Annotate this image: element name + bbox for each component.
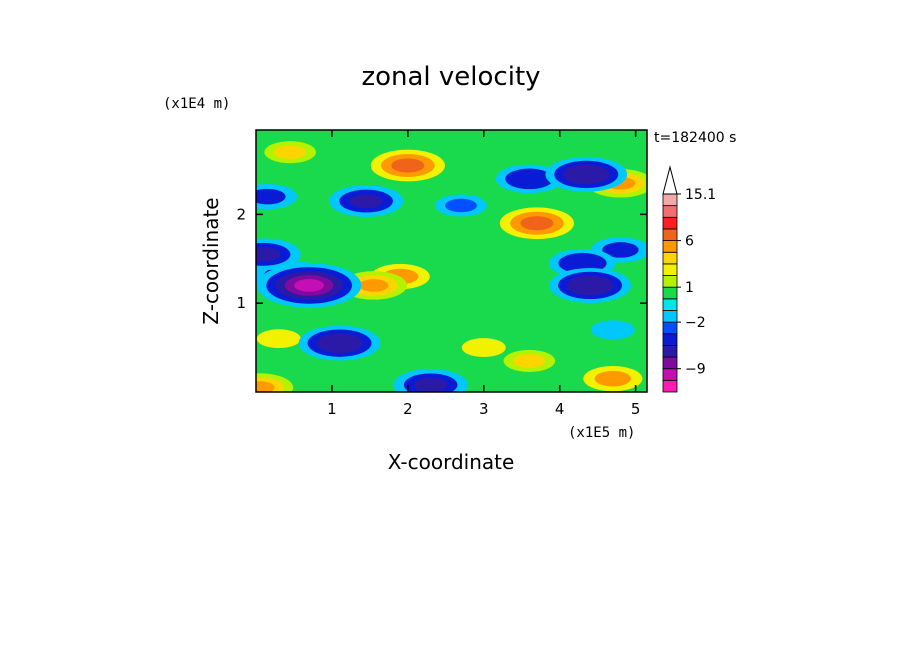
colorbar-segment <box>662 333 678 346</box>
colorbar-segment <box>662 310 678 323</box>
contour-band <box>325 337 354 350</box>
y-scale-label: (x1E4 m) <box>163 96 230 112</box>
colorbar-tick-label: 15.1 <box>685 187 716 203</box>
plot-frame <box>255 129 648 393</box>
contour-band <box>256 188 286 205</box>
contour-band <box>594 370 632 387</box>
colorbar-extend-arrow <box>662 165 678 195</box>
contour-feature <box>545 156 628 192</box>
contour-band <box>349 193 383 209</box>
contour-feature <box>393 369 468 392</box>
colorbar-segment <box>662 368 678 381</box>
y-tick-label: 1 <box>236 294 246 312</box>
colorbar-tick-label: 6 <box>685 234 694 250</box>
colorbar-segment <box>662 379 678 393</box>
contour-band <box>256 329 301 349</box>
colorbar-segment <box>662 263 678 276</box>
contour-band <box>590 320 635 340</box>
contour-feature <box>435 194 487 217</box>
contour-band <box>520 216 554 231</box>
contour-band <box>567 256 598 270</box>
contour-band <box>294 279 325 292</box>
contour-feature <box>499 207 575 240</box>
contour-band <box>414 377 448 392</box>
colorbar-segment <box>662 356 678 370</box>
contour-band <box>572 168 601 181</box>
contour-band <box>513 354 546 368</box>
x-tick-label: 4 <box>555 400 565 418</box>
colorbar-segment <box>662 298 678 311</box>
contour-field <box>256 141 647 392</box>
contour-band <box>358 279 389 292</box>
x-axis: 1 2 3 4 5 <box>327 130 640 418</box>
colorbar-segment <box>662 251 678 265</box>
time-label: t=182400 s <box>654 130 736 146</box>
contour-feature <box>256 329 301 349</box>
contour-feature <box>590 320 635 340</box>
contour-band <box>461 338 506 358</box>
y-tick-label: 2 <box>236 205 246 223</box>
contour-feature <box>256 263 362 308</box>
contour-feature <box>256 373 294 392</box>
contour-band <box>256 381 275 392</box>
colorbar-segment <box>662 286 678 300</box>
contour-feature <box>256 238 301 271</box>
contour-feature <box>549 267 631 303</box>
colorbar-tick-label: −9 <box>685 362 706 378</box>
contour-feature <box>264 141 316 164</box>
x-axis-label: X-coordinate <box>388 450 515 474</box>
contour-feature <box>583 366 643 392</box>
colorbar-segment <box>662 228 678 241</box>
contour-feature <box>328 185 404 217</box>
contour-band <box>274 145 307 159</box>
y-axis-label: Z-coordinate <box>199 197 223 324</box>
colorbar-segment <box>662 216 678 230</box>
contour-feature <box>256 183 297 210</box>
colorbar-tick-label: −2 <box>685 315 706 331</box>
colorbar-tick-label: 1 <box>685 280 694 296</box>
x-tick-label: 1 <box>327 400 337 418</box>
contour-band <box>391 158 425 173</box>
contour-band <box>575 279 605 292</box>
colorbar-segment <box>662 193 678 207</box>
colorbar-segment <box>662 205 678 218</box>
contour-band <box>445 198 477 213</box>
contour-band <box>514 172 545 186</box>
contour-feature <box>461 338 506 358</box>
colorbar: 15.1 6 1 −2 −9 <box>662 165 716 393</box>
plot-area <box>255 129 648 393</box>
contour-band <box>256 247 281 262</box>
chart-title: zonal velocity <box>361 62 540 92</box>
contour-band <box>602 242 639 258</box>
contour-feature <box>298 325 381 361</box>
x-scale-label: (x1E5 m) <box>568 425 635 441</box>
colorbar-segment <box>662 275 678 288</box>
x-tick-label: 3 <box>479 400 489 418</box>
colorbar-segment <box>662 240 678 253</box>
x-tick-label: 2 <box>403 400 413 418</box>
x-tick-label: 5 <box>631 400 641 418</box>
y-axis: 12 <box>236 205 647 312</box>
colorbar-segment <box>662 321 678 335</box>
contour-feature <box>370 149 445 182</box>
contour-feature <box>503 349 556 372</box>
colorbar-segment <box>662 345 678 358</box>
